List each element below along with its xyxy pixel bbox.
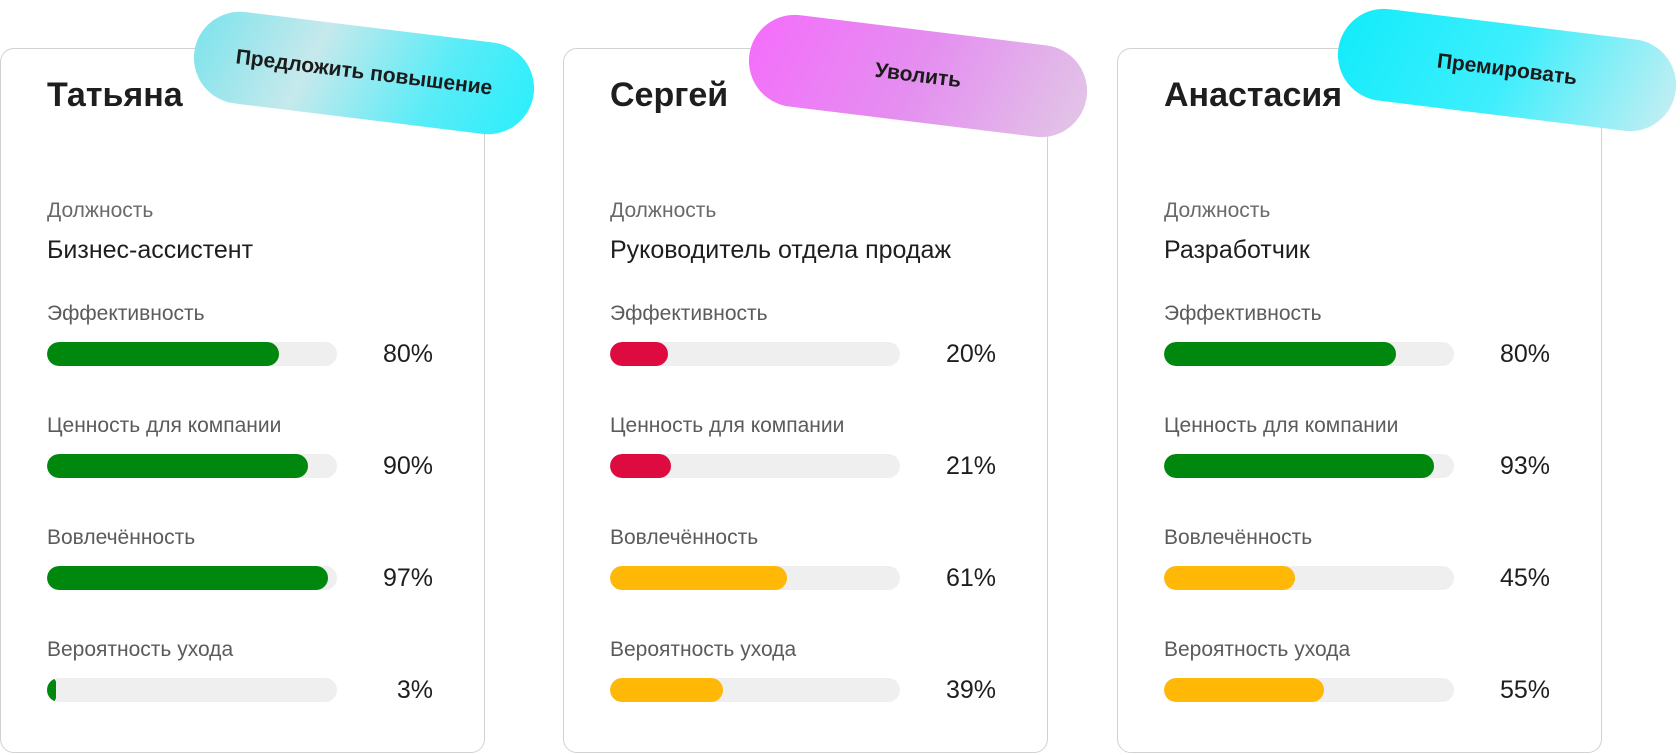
metric-label: Вероятность ухода [610,638,797,661]
metric-efficiency: Эффективность 20% [610,302,1030,402]
metric-label: Вовлечённость [1164,526,1313,549]
progress-fill [47,566,329,590]
metric-attrition: Вероятность ухода 55% [1164,638,1584,738]
metric-value: 39% [945,676,996,704]
metric-engagement: Вовлечённость 97% [47,526,467,626]
metric-value: 93% [1499,452,1550,480]
progress-track [610,342,900,366]
metric-label: Вовлечённость [610,526,759,549]
employee-name: Сергей [610,76,729,114]
progress-fill [1164,342,1396,366]
metric-label: Эффективность [610,302,768,325]
role-label: Должность [610,199,717,222]
role-value: Руководитель отдела продаж [610,236,952,264]
progress-fill [47,342,279,366]
metric-company-value: Ценность для компании 21% [610,414,1030,514]
role-value: Разработчик [1164,236,1310,264]
progress-track [47,342,337,366]
progress-fill [610,678,724,702]
metric-value: 61% [945,564,996,592]
progress-fill [610,454,671,478]
progress-track [610,454,900,478]
metric-value: 55% [1499,676,1550,704]
metric-value: 21% [945,452,996,480]
employee-card-anastasia: Анастасия Должность Разработчик Эффектив… [1117,48,1602,753]
metric-attrition: Вероятность ухода 39% [610,638,1030,738]
employee-card-sergey: Сергей Должность Руководитель отдела про… [563,48,1048,753]
role-label: Должность [47,199,154,222]
progress-fill [47,678,56,702]
progress-fill [610,566,787,590]
employee-card-tatiana: Татьяна Должность Бизнес-ассистент Эффек… [0,48,485,753]
progress-fill [1164,454,1434,478]
metric-label: Вовлечённость [47,526,196,549]
metric-engagement: Вовлечённость 61% [610,526,1030,626]
progress-track [47,454,337,478]
employee-name: Татьяна [47,76,183,114]
metric-value: 97% [382,564,433,592]
employee-name: Анастасия [1164,76,1343,114]
metric-label: Ценность для компании [1164,414,1399,437]
metric-label: Эффективность [1164,302,1322,325]
metric-value: 90% [382,452,433,480]
metric-label: Вероятность ухода [1164,638,1351,661]
metric-label: Ценность для компании [610,414,845,437]
metric-engagement: Вовлечённость 45% [1164,526,1584,626]
progress-track [1164,342,1454,366]
metric-efficiency: Эффективность 80% [47,302,467,402]
metric-efficiency: Эффективность 80% [1164,302,1584,402]
progress-fill [1164,566,1295,590]
metric-label: Эффективность [47,302,205,325]
metric-value: 3% [396,676,433,704]
metric-company-value: Ценность для компании 93% [1164,414,1584,514]
metric-label: Ценность для компании [47,414,282,437]
progress-track [1164,678,1454,702]
metric-value: 80% [382,340,433,368]
progress-track [1164,454,1454,478]
progress-track [47,678,337,702]
progress-track [610,566,900,590]
progress-fill [1164,678,1324,702]
metric-label: Вероятность ухода [47,638,234,661]
progress-track [610,678,900,702]
progress-fill [610,342,668,366]
role-label: Должность [1164,199,1271,222]
metric-value: 80% [1499,340,1550,368]
metric-company-value: Ценность для компании 90% [47,414,467,514]
metric-value: 20% [945,340,996,368]
progress-track [1164,566,1454,590]
role-value: Бизнес-ассистент [47,236,254,264]
progress-fill [47,454,308,478]
progress-track [47,566,337,590]
metric-value: 45% [1499,564,1550,592]
metric-attrition: Вероятность ухода 3% [47,638,467,738]
